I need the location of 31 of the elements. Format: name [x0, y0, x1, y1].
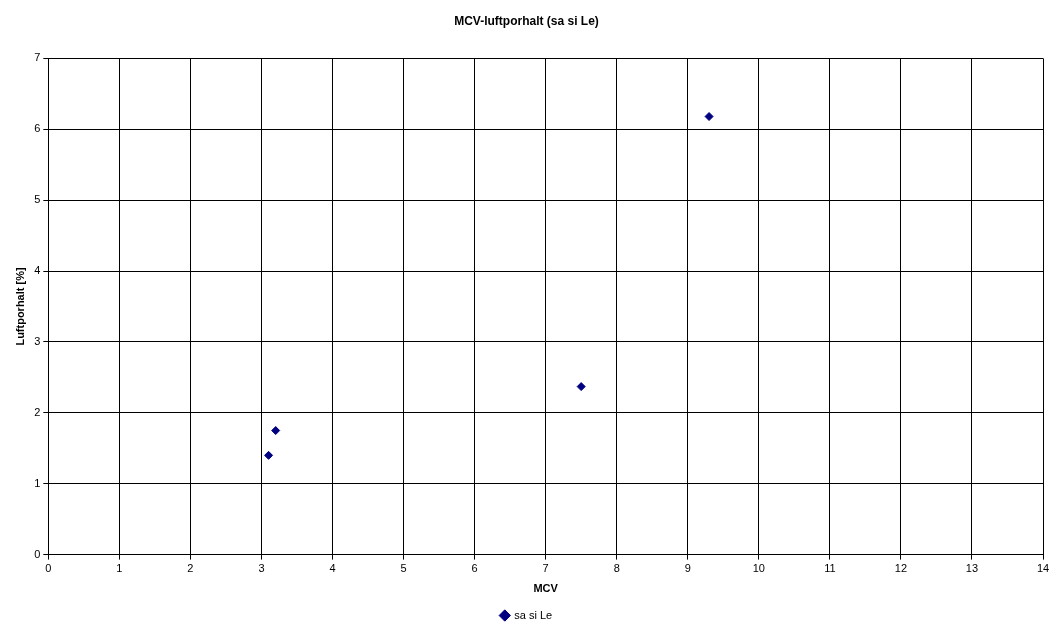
- x-tick-label: 0: [45, 562, 52, 575]
- point: [576, 382, 586, 392]
- x-tick-label: 13: [965, 562, 979, 575]
- x-tick-label: 10: [752, 562, 765, 575]
- y-tick-label: 1: [34, 476, 41, 489]
- x-tick-label: 1: [116, 562, 123, 575]
- point: [271, 426, 281, 436]
- x-tick-label: 8: [613, 562, 620, 575]
- point: [704, 112, 714, 122]
- x-tick-label: 7: [542, 562, 549, 575]
- x-tick-label: 5: [400, 562, 407, 575]
- chart-title: MCV-luftporhalt (sa si Le): [454, 13, 599, 28]
- y-tick-label: 6: [34, 122, 41, 135]
- x-tick-label: 9: [684, 562, 691, 575]
- x-tick-label: 6: [471, 562, 478, 575]
- y-tick-label: 0: [34, 547, 41, 560]
- legend-label: sa si Le: [514, 608, 553, 621]
- y-tick-label: 3: [34, 334, 41, 347]
- y-tick-label: 4: [34, 264, 41, 277]
- y-tick-label: 5: [34, 193, 41, 206]
- x-tick-label: 12: [894, 562, 908, 575]
- x-tick-label: 14: [1036, 562, 1050, 575]
- x-axis-title: MCV: [533, 582, 559, 595]
- x-tick-label: 11: [824, 562, 836, 575]
- x-tick-label: 2: [187, 562, 194, 575]
- point: [264, 450, 274, 460]
- x-tick-label: 4: [329, 562, 336, 575]
- x-tick-label: 3: [258, 562, 265, 575]
- y-tick-label: 2: [34, 405, 41, 418]
- y-axis-title: Luftporhalt [%]: [13, 267, 26, 346]
- y-tick-label: 7: [34, 51, 41, 64]
